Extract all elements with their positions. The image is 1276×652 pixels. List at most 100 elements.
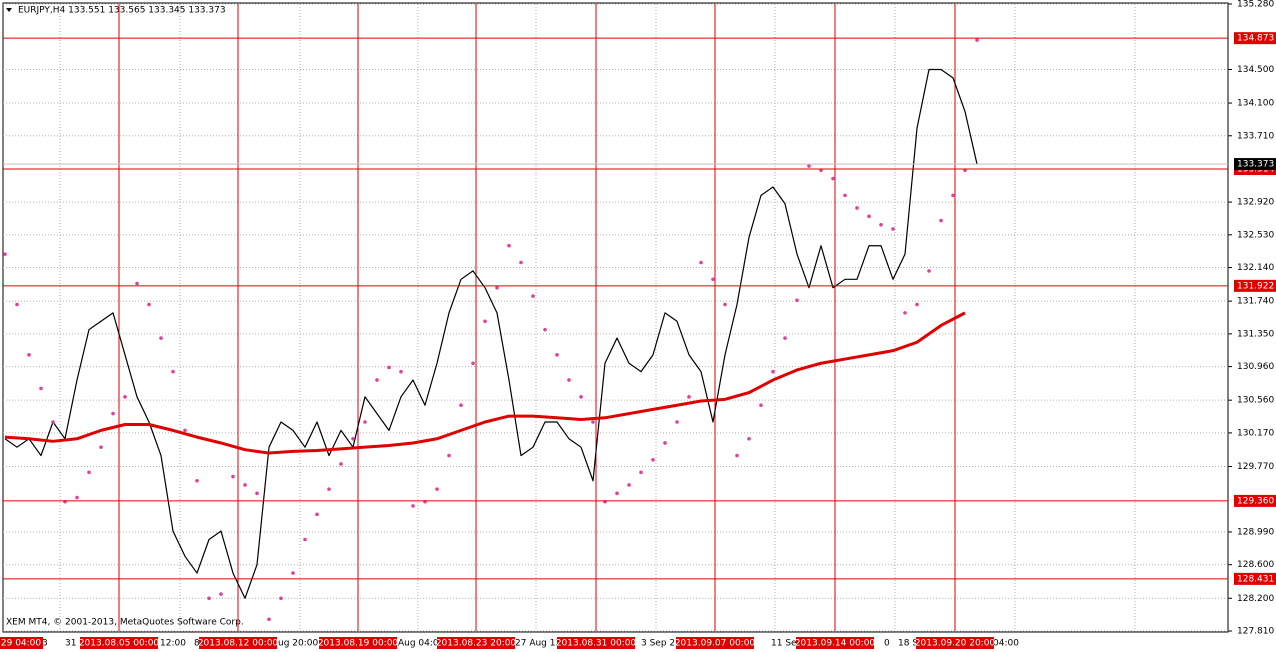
sar-dot <box>3 252 7 256</box>
level-label: 129.360 <box>1237 496 1274 506</box>
sar-dot <box>807 164 811 168</box>
y-tick-label: 135.280 <box>1237 0 1274 10</box>
level-label: 128.431 <box>1237 574 1274 584</box>
date-marker-label: 2013.09.07 00:00 <box>675 639 756 649</box>
sar-dot <box>195 478 199 483</box>
x-tick-label: 11 Se <box>771 639 797 649</box>
sar-dot <box>363 420 367 424</box>
date-marker-box <box>557 637 635 649</box>
date-marker-box <box>0 637 43 649</box>
date-marker-box <box>437 637 515 649</box>
sar-dot <box>339 462 343 466</box>
sar-dot <box>471 361 475 366</box>
symbol-header: EURJPY,H4 133.551 133.565 133.345 133.37… <box>18 6 226 16</box>
sar-dot <box>327 487 331 491</box>
sar-dot <box>399 369 403 374</box>
sar-dot <box>591 420 595 424</box>
y-tick-label: 134.100 <box>1237 99 1274 109</box>
sar-dot <box>99 445 103 449</box>
sar-dot <box>711 277 715 282</box>
level-label: 134.873 <box>1237 34 1274 44</box>
date-marker-box <box>796 637 874 649</box>
x-tick-label: 04:00 <box>993 639 1019 649</box>
price-line <box>4 68 978 599</box>
sar-dot <box>123 395 127 399</box>
sar-dot <box>171 369 175 374</box>
sar-dot <box>15 302 19 307</box>
x-tick-label: 3 Sep 2 <box>641 639 675 649</box>
y-tick-label: 128.600 <box>1237 560 1274 570</box>
sar-dot <box>831 176 835 181</box>
sar-dot <box>147 302 151 307</box>
sar-dot <box>51 420 55 424</box>
sar-dot <box>939 218 943 223</box>
sar-dot <box>39 386 43 391</box>
sar-dot <box>627 483 631 487</box>
date-marker-label: 2013.08.12 00:00 <box>198 639 279 649</box>
sar-dot <box>159 336 163 340</box>
sar-dot <box>975 38 979 42</box>
sar-dot <box>699 260 703 265</box>
sar-dot <box>903 311 907 315</box>
sar-dot <box>555 353 559 357</box>
sar-dot <box>951 193 955 198</box>
y-tick-label: 132.140 <box>1237 263 1274 273</box>
x-tick-label: 31 <box>65 639 76 649</box>
y-tick-label: 130.960 <box>1237 362 1274 372</box>
moving-average <box>4 311 966 455</box>
sar-dot <box>303 537 307 542</box>
sar-dot <box>183 428 187 433</box>
sar-dot <box>411 504 415 508</box>
sar-dot <box>651 457 655 462</box>
sar-dot <box>927 269 931 273</box>
sar-dot <box>27 353 31 357</box>
sar-dot <box>507 243 511 248</box>
y-tick-label: 129.770 <box>1237 462 1274 472</box>
sar-dot <box>867 214 871 219</box>
current-price-label: 133.373 <box>1237 160 1274 170</box>
sar-dot <box>435 487 439 491</box>
date-marker-box <box>80 637 158 649</box>
sar-dot <box>87 470 91 475</box>
sar-dot <box>267 617 271 622</box>
date-marker-label: 2013.08.05 00:00 <box>79 639 160 649</box>
sar-dot <box>639 470 643 475</box>
sar-dot <box>675 420 679 424</box>
y-tick-label: 127.810 <box>1237 627 1274 637</box>
level-label-box <box>1234 494 1276 507</box>
level-label-box <box>1234 32 1276 45</box>
sar-dot <box>759 403 763 408</box>
sar-dot <box>783 336 787 340</box>
y-tick-label: 128.200 <box>1237 594 1274 604</box>
sar-dot <box>351 436 355 441</box>
sar-dot <box>531 294 535 298</box>
y-tick-label: 134.500 <box>1237 65 1274 75</box>
sar-dot <box>75 495 79 500</box>
sar-dot <box>519 260 523 265</box>
sar-dot <box>231 474 235 479</box>
x-tick-label: 12:00 <box>160 639 186 649</box>
sar-dot <box>543 327 547 332</box>
y-tick-label: 130.560 <box>1237 396 1274 406</box>
y-tick-label: 131.740 <box>1237 297 1274 307</box>
menu-triangle[interactable] <box>6 8 12 12</box>
sar-dot <box>219 592 223 596</box>
y-tick-label: 133.710 <box>1237 131 1274 141</box>
date-marker-box <box>199 637 277 649</box>
y-tick-label: 128.990 <box>1237 527 1274 537</box>
sar-dot <box>207 596 211 601</box>
sar-dot <box>855 206 859 210</box>
x-tick-label: Aug 04:0 <box>398 639 439 649</box>
sar-dot <box>243 483 247 487</box>
sar-dot <box>723 302 727 307</box>
date-marker-label: 2013.08.23 20:00 <box>436 639 517 649</box>
x-tick-label: 8 <box>194 639 200 649</box>
date-marker-label: 2013.08.19 00:00 <box>318 639 399 649</box>
y-tick-label: 132.920 <box>1237 198 1274 208</box>
sar-dot <box>567 378 571 382</box>
sar-dot <box>615 491 619 496</box>
sar-dot <box>111 411 115 416</box>
sar-dot <box>843 193 847 198</box>
level-label: 131.922 <box>1237 281 1274 291</box>
sar-dot <box>735 453 739 458</box>
